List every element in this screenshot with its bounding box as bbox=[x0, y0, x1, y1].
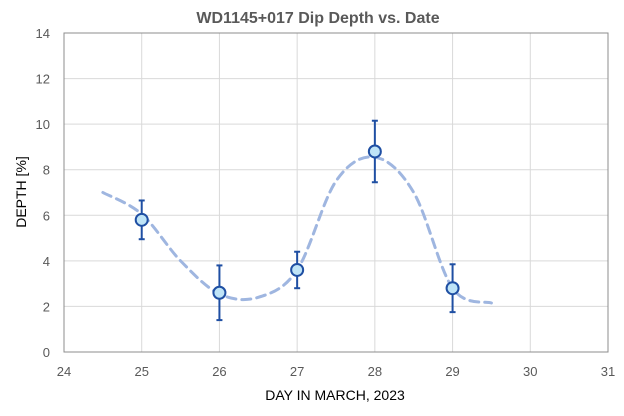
x-tick-label: 27 bbox=[290, 364, 304, 379]
trend-line bbox=[101, 155, 493, 305]
y-tick-label: 10 bbox=[36, 117, 50, 132]
x-tick-label: 25 bbox=[134, 364, 148, 379]
x-tick-label: 30 bbox=[523, 364, 537, 379]
y-tick-label: 2 bbox=[43, 299, 50, 314]
y-tick-label: 6 bbox=[43, 208, 50, 223]
data-point bbox=[134, 212, 149, 227]
y-tick-label: 8 bbox=[43, 163, 50, 178]
data-points-layer bbox=[134, 119, 460, 322]
x-tick-label: 28 bbox=[368, 364, 382, 379]
data-point-group bbox=[367, 119, 382, 184]
data-point bbox=[290, 262, 305, 277]
x-tick-label: 29 bbox=[445, 364, 459, 379]
data-point-group bbox=[290, 250, 305, 290]
y-axis-label: DEPTH [%] bbox=[13, 156, 29, 228]
data-point-group bbox=[445, 263, 460, 314]
chart-title: WD1145+017 Dip Depth vs. Date bbox=[196, 10, 439, 27]
y-tick-label: 14 bbox=[36, 26, 50, 41]
data-point bbox=[445, 281, 460, 296]
x-tick-label: 26 bbox=[212, 364, 226, 379]
y-tick-label: 12 bbox=[36, 72, 50, 87]
x-tick-label: 31 bbox=[601, 364, 615, 379]
y-tick-label: 4 bbox=[43, 254, 50, 269]
plot-area-border bbox=[63, 32, 609, 353]
data-point bbox=[367, 144, 382, 159]
x-axis-label: DAY IN MARCH, 2023 bbox=[265, 387, 405, 403]
y-tick-label: 0 bbox=[43, 345, 50, 360]
data-point-group bbox=[212, 264, 227, 322]
trend-line-layer bbox=[101, 155, 493, 305]
x-tick-label: 24 bbox=[57, 364, 71, 379]
data-point bbox=[212, 285, 227, 300]
data-point-group bbox=[134, 199, 149, 241]
